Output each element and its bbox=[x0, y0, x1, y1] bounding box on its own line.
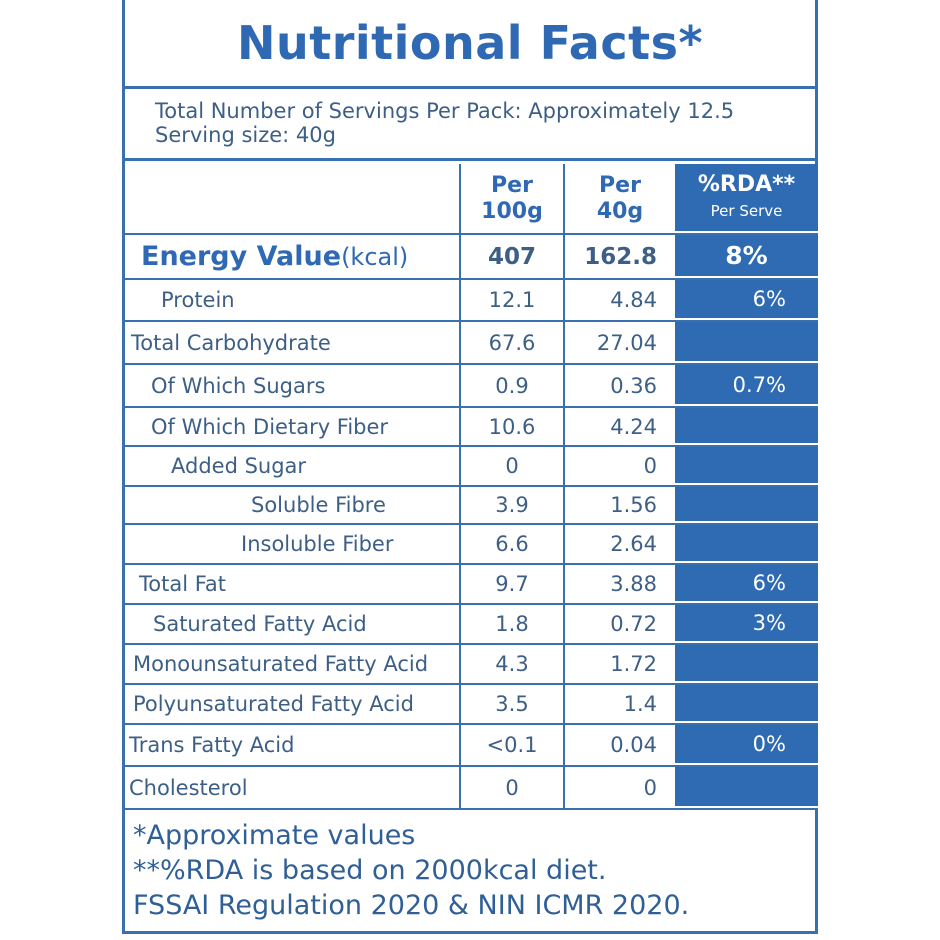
servings-per-pack: Total Number of Servings Per Pack: Appro… bbox=[155, 99, 735, 123]
header-text: Per bbox=[491, 172, 533, 198]
header-subtext: Per Serve bbox=[710, 201, 783, 220]
table-row: Total Fat 9.7 3.88 6% bbox=[125, 565, 818, 605]
per-40g-value: 0 bbox=[643, 454, 657, 478]
per-100g-value: 12.1 bbox=[461, 280, 565, 320]
rda-value: 6% bbox=[675, 280, 818, 320]
serving-info: Total Number of Servings Per Pack: Appro… bbox=[125, 89, 815, 161]
table-row: Total Carbohydrate 67.6 27.04 bbox=[125, 322, 818, 365]
row-label: Total Fat bbox=[125, 565, 461, 603]
header-per-40g: Per 40g bbox=[565, 164, 675, 233]
footnote: FSSAI Regulation 2020 & NIN ICMR 2020. bbox=[133, 890, 690, 921]
rda-value: 3% bbox=[675, 605, 818, 643]
per-40g-value: 4.84 bbox=[610, 288, 657, 312]
per-100g-value: 3.9 bbox=[461, 487, 565, 523]
per-40g-value: 1.4 bbox=[623, 692, 657, 716]
table-row: Added Sugar 0 0 bbox=[125, 447, 818, 487]
per-40g-value: 0.04 bbox=[610, 733, 657, 757]
rda-value bbox=[675, 322, 818, 363]
header-text: 100g bbox=[481, 198, 543, 224]
per-40g-value: 27.04 bbox=[596, 330, 657, 355]
row-label: Insoluble Fiber bbox=[125, 525, 461, 563]
table-row: Protein 12.1 4.84 6% bbox=[125, 280, 818, 322]
serving-size: Serving size: 40g bbox=[155, 123, 336, 147]
row-label: Energy Value (kcal) bbox=[125, 235, 461, 278]
page-title: Nutritional Facts* bbox=[125, 0, 815, 89]
table-row: Insoluble Fiber 6.6 2.64 bbox=[125, 525, 818, 565]
rda-value bbox=[675, 645, 818, 683]
rda-value bbox=[675, 447, 818, 485]
per-40g-value: 0.72 bbox=[610, 612, 657, 636]
table-row: Saturated Fatty Acid 1.8 0.72 3% bbox=[125, 605, 818, 645]
per-100g-value: 0 bbox=[461, 767, 565, 808]
per-40g-value: 162.8 bbox=[584, 243, 657, 270]
footnote: *Approximate values bbox=[133, 820, 416, 851]
rda-value bbox=[675, 408, 818, 445]
nutrition-label: Nutritional Facts* Total Number of Servi… bbox=[122, 0, 818, 934]
header-text: Per bbox=[599, 172, 641, 198]
table-row: Trans Fatty Acid <0.1 0.04 0% bbox=[125, 725, 818, 767]
row-label: Cholesterol bbox=[125, 767, 461, 808]
header-rda: %RDA** Per Serve bbox=[675, 164, 818, 233]
energy-label: Energy Value bbox=[141, 241, 342, 272]
row-label: Trans Fatty Acid bbox=[125, 725, 461, 765]
per-100g-value: 4.3 bbox=[461, 645, 565, 683]
per-100g-value: 67.6 bbox=[461, 322, 565, 363]
rda-value bbox=[675, 487, 818, 523]
per-100g-value: 0 bbox=[461, 447, 565, 485]
header-text: %RDA** bbox=[697, 171, 796, 197]
per-100g-value: <0.1 bbox=[461, 725, 565, 765]
per-100g-value: 10.6 bbox=[461, 408, 565, 445]
energy-unit: (kcal) bbox=[341, 242, 409, 271]
per-40g-value: 0.36 bbox=[610, 373, 657, 398]
per-40g-value: 0 bbox=[643, 775, 657, 800]
table-header: Per 100g Per 40g %RDA** Per Serve bbox=[125, 164, 818, 235]
per-40g-value: 1.56 bbox=[610, 493, 657, 517]
table-row-energy: Energy Value (kcal) 407 162.8 8% bbox=[125, 235, 818, 280]
row-label: Protein bbox=[125, 280, 461, 320]
per-100g-value: 1.8 bbox=[461, 605, 565, 643]
per-40g-value: 1.72 bbox=[610, 652, 657, 676]
row-label: Total Carbohydrate bbox=[125, 322, 461, 363]
per-100g-value: 407 bbox=[461, 235, 565, 278]
header-text: 40g bbox=[596, 198, 644, 224]
row-label: Saturated Fatty Acid bbox=[125, 605, 461, 643]
per-100g-value: 9.7 bbox=[461, 565, 565, 603]
table-row: Cholesterol 0 0 bbox=[125, 767, 818, 810]
header-blank bbox=[125, 164, 461, 233]
table-row: Of Which Dietary Fiber 10.6 4.24 bbox=[125, 408, 818, 447]
footnotes: *Approximate values **%RDA is based on 2… bbox=[125, 810, 815, 923]
rda-value bbox=[675, 767, 818, 808]
row-label: Monounsaturated Fatty Acid bbox=[125, 645, 461, 683]
rda-value bbox=[675, 685, 818, 723]
footnote: **%RDA is based on 2000kcal diet. bbox=[133, 855, 607, 886]
rda-value: 6% bbox=[675, 565, 818, 603]
rda-value bbox=[675, 525, 818, 563]
table-row: Polyunsaturated Fatty Acid 3.5 1.4 bbox=[125, 685, 818, 725]
row-label: Soluble Fibre bbox=[125, 487, 461, 523]
rda-value: 0.7% bbox=[675, 365, 818, 406]
rda-value: 8% bbox=[675, 235, 818, 278]
per-100g-value: 0.9 bbox=[461, 365, 565, 406]
per-100g-value: 3.5 bbox=[461, 685, 565, 723]
row-label: Of Which Sugars bbox=[125, 365, 461, 406]
table-row: Of Which Sugars 0.9 0.36 0.7% bbox=[125, 365, 818, 408]
per-40g-value: 2.64 bbox=[610, 532, 657, 556]
per-40g-value: 4.24 bbox=[610, 414, 657, 439]
table-row: Soluble Fibre 3.9 1.56 bbox=[125, 487, 818, 525]
header-per-100g: Per 100g bbox=[461, 164, 565, 233]
table-row: Monounsaturated Fatty Acid 4.3 1.72 bbox=[125, 645, 818, 685]
row-label: Polyunsaturated Fatty Acid bbox=[125, 685, 461, 723]
per-40g-value: 3.88 bbox=[610, 572, 657, 596]
per-100g-value: 6.6 bbox=[461, 525, 565, 563]
row-label: Of Which Dietary Fiber bbox=[125, 408, 461, 445]
row-label: Added Sugar bbox=[125, 447, 461, 485]
rda-value: 0% bbox=[675, 725, 818, 765]
